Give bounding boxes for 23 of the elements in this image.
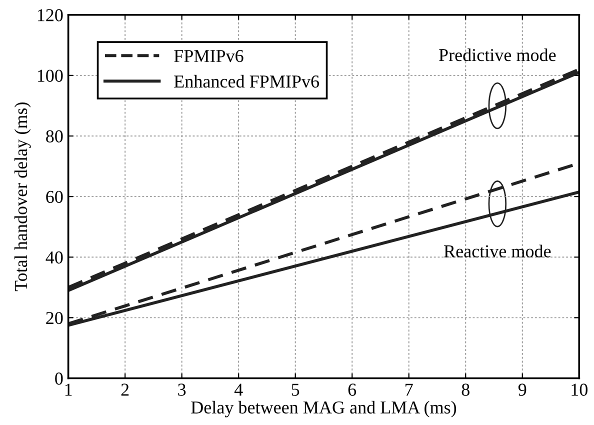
y-tick-label: 100	[38, 70, 63, 82]
legend-label: FPMIPv6	[174, 50, 244, 62]
x-tick-label: 1	[65, 384, 72, 396]
x-tick-label: 3	[178, 384, 186, 396]
y-tick-label: 40	[46, 251, 63, 264]
x-tick-label: 9	[518, 384, 526, 396]
y-tick-label: 120	[38, 9, 63, 22]
x-tick-label: 6	[348, 384, 356, 396]
x-tick-label: 10	[572, 384, 588, 396]
y-tick-label: 60	[46, 190, 63, 204]
y-tick-label: 0	[55, 372, 63, 385]
x-tick-label: 4	[234, 384, 243, 396]
annotation: Reactive mode	[444, 244, 551, 258]
y-tick-label: 80	[46, 130, 63, 142]
x-tick-label: 7	[406, 384, 413, 396]
x-axis-title: Delay between MAG and LMA (ms)	[191, 400, 456, 418]
y-axis-title: Total handover delay (ms)	[14, 102, 31, 292]
x-tick-label: 5	[292, 384, 300, 396]
annotation: Predictive mode	[439, 48, 556, 62]
legend-label: Enhanced FPMIPv6	[174, 74, 320, 88]
x-tick-label: 8	[462, 384, 470, 396]
y-tick-label: 20	[46, 312, 63, 324]
x-tick-label: 2	[121, 384, 129, 396]
